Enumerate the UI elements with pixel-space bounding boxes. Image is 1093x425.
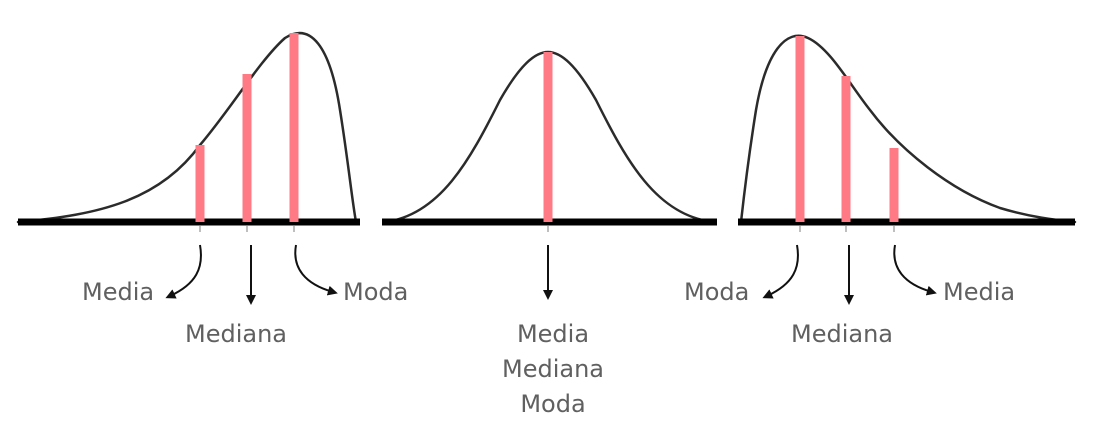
left-skewed-distribution: Media Mediana Moda <box>16 32 408 348</box>
center-moda-label: Moda <box>520 390 585 418</box>
left-moda-arrow <box>294 244 338 296</box>
right-media-label: Media <box>943 278 1015 306</box>
right-mediana-label: Mediana <box>791 320 893 348</box>
left-media-arrow <box>165 244 202 299</box>
left-curve <box>16 32 358 224</box>
right-media-arrow <box>893 244 937 296</box>
right-moda-label: Moda <box>684 278 749 306</box>
symmetric-distribution: Media Mediana Moda <box>382 50 717 418</box>
center-media-label: Media <box>517 320 589 348</box>
left-moda-label: Moda <box>343 278 408 306</box>
right-moda-arrow <box>762 244 799 299</box>
left-mediana-label: Mediana <box>185 320 287 348</box>
right-skewed-distribution: Moda Mediana Media <box>684 34 1077 348</box>
right-curve <box>739 34 1077 224</box>
center-mediana-label: Mediana <box>502 355 604 383</box>
left-media-label: Media <box>82 278 154 306</box>
